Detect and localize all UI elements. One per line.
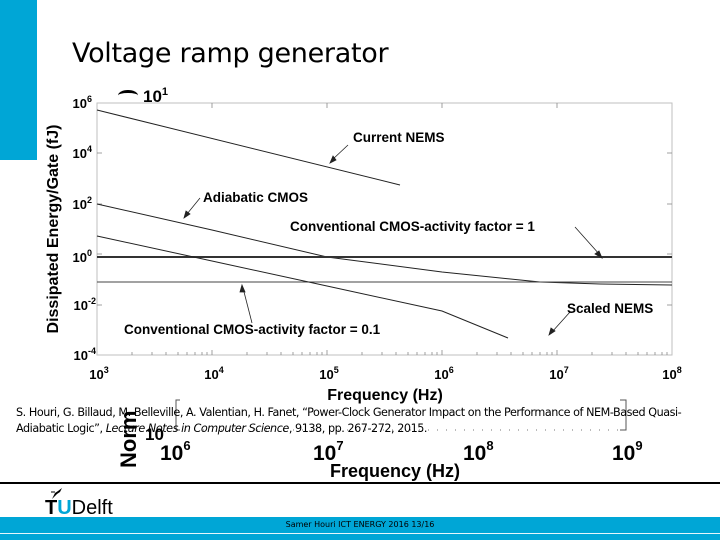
logo-delft: Delft bbox=[71, 497, 113, 519]
citation-journal: Lecture Notes in Computer Science bbox=[105, 422, 290, 435]
bg-top-tick-exp: 1 bbox=[161, 86, 169, 98]
bg-x-tick-2: 107 bbox=[313, 438, 344, 466]
svg-text:104: 104 bbox=[73, 144, 92, 161]
y-axis-label: Dissipated Energy/Gate (fJ) bbox=[45, 125, 62, 334]
svg-text:103: 103 bbox=[89, 365, 108, 382]
bg-x-tick-3: 108 bbox=[463, 438, 494, 466]
bg-xlabel: Frequency (Hz) bbox=[330, 461, 461, 481]
annotation-arrows bbox=[183, 144, 603, 336]
annotation-scaled-nems: Scaled NEMS bbox=[567, 301, 653, 316]
bg-x-tick-exp: 7 bbox=[336, 438, 344, 453]
bg-y-tick: 10 bbox=[145, 425, 164, 444]
flame-icon bbox=[51, 488, 62, 499]
bg-x-tick-4: 109 bbox=[612, 438, 643, 466]
bg-top-arc bbox=[118, 90, 138, 101]
bg-top-tick: 101 bbox=[143, 84, 168, 105]
series-adiabatic-cmos bbox=[96, 203, 673, 286]
svg-text:10-2: 10-2 bbox=[74, 296, 96, 313]
y-ticks bbox=[97, 152, 672, 306]
svg-text:106: 106 bbox=[434, 365, 453, 382]
logo-u: U bbox=[57, 497, 72, 519]
series-scaled-nems bbox=[96, 235, 509, 339]
bg-x-tick-exp: 9 bbox=[635, 438, 643, 453]
y-tick-labels: 106 104 102 100 10-2 10-4 bbox=[73, 94, 96, 363]
footer-divider bbox=[0, 482, 720, 484]
footer-text: Samer Houri ICT ENERGY 2016 13/16 bbox=[285, 520, 435, 529]
page-title: Voltage ramp generator bbox=[72, 38, 389, 69]
bg-x-tick-base: 10 bbox=[463, 442, 487, 465]
svg-text:100: 100 bbox=[73, 248, 92, 265]
citation: S. Houri, G. Billaud, M. Belleville, A. … bbox=[16, 405, 716, 437]
svg-text:106: 106 bbox=[73, 94, 92, 111]
bg-top-tick-base: 10 bbox=[143, 87, 162, 106]
accent-bar bbox=[0, 0, 37, 160]
annotation-current-nems: Current NEMS bbox=[353, 130, 445, 145]
bg-x-tick-base: 10 bbox=[313, 442, 337, 465]
footer-bar: Samer Houri ICT ENERGY 2016 13/16 bbox=[0, 517, 720, 540]
x-ticks bbox=[131, 103, 668, 355]
svg-text:104: 104 bbox=[204, 365, 223, 382]
x-axis-label: Frequency (Hz) bbox=[327, 387, 443, 404]
bg-x-tick-exp: 8 bbox=[486, 438, 494, 453]
logo-t: T bbox=[45, 497, 58, 519]
citation-details: , 9138, pp. 267-272, 2015. bbox=[288, 422, 428, 435]
bg-x-tick-1: 106 bbox=[160, 438, 191, 466]
annotation-adiabatic-cmos: Adiabatic CMOS bbox=[203, 190, 308, 205]
svg-text:102: 102 bbox=[73, 195, 92, 212]
svg-text:105: 105 bbox=[319, 365, 338, 382]
x-tick-labels: 103 104 105 106 107 108 bbox=[89, 365, 681, 382]
annotation-conv-cmos-af01: Conventional CMOS-activity factor = 0.1 bbox=[124, 322, 381, 337]
bg-x-tick-base: 10 bbox=[612, 442, 636, 465]
bg-x-tick-exp: 6 bbox=[183, 438, 191, 453]
annotation-conv-cmos-af1: Conventional CMOS-activity factor = 1 bbox=[290, 219, 535, 234]
svg-text:10-4: 10-4 bbox=[74, 346, 96, 363]
footer-thin-line bbox=[0, 533, 720, 534]
series-current-nems bbox=[96, 109, 401, 186]
bg-x-tick-base: 10 bbox=[160, 442, 184, 465]
citation-authors: S. Houri, G. Billaud, M. Belleville, A. … bbox=[16, 406, 682, 435]
svg-text:108: 108 bbox=[662, 365, 681, 382]
svg-text:107: 107 bbox=[549, 365, 568, 382]
